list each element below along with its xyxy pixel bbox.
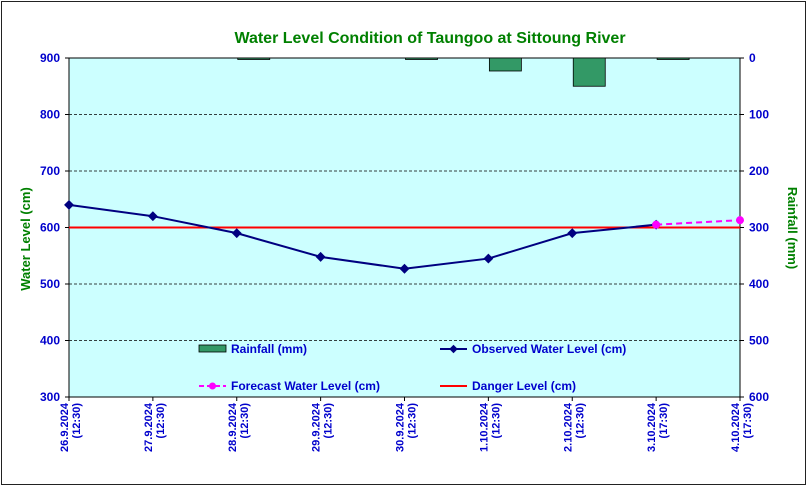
observed-point	[231, 228, 242, 239]
x-tick-date: 4.10.2024	[730, 402, 742, 452]
x-tick-date: 1.10.2024	[478, 402, 490, 452]
x-tick-date: 2.10.2024	[562, 402, 574, 452]
right-axis-ticks: 0 100 200 300 400 500 600	[740, 51, 769, 404]
legend-label: Danger Level (cm)	[472, 379, 576, 393]
legend-swatch-rainfall	[198, 344, 227, 353]
x-tick-time: (17:30)	[742, 403, 754, 439]
x-tick-date: 26.9.2024	[59, 402, 71, 452]
y2-tick-label: 0	[749, 51, 756, 65]
x-tick-date: 3.10.2024	[646, 402, 658, 452]
chart-title: Water Level Condition of Taungoo at Sitt…	[234, 30, 625, 47]
y2-tick-label: 400	[749, 277, 769, 291]
x-tick-time: (17:30)	[658, 403, 670, 439]
x-tick-time: (12:30)	[407, 403, 419, 439]
forecast-line	[656, 219, 741, 226]
y-tick-label: 400	[40, 334, 60, 348]
x-tick-date: 27.9.2024	[143, 402, 155, 452]
x-axis-ticks: 26.9.2024 (12:30) 27.9.2024 (12:30) 28.9.202…	[59, 397, 754, 452]
forecast-water-level-series	[652, 216, 744, 229]
x-tick-date: 30.9.2024	[395, 402, 407, 452]
observed-line	[68, 203, 657, 270]
legend-marker-forecast	[209, 382, 216, 390]
legend-label: Rainfall (mm)	[231, 342, 307, 356]
y2-tick-label: 200	[749, 164, 769, 178]
y2-tick-label: 500	[749, 334, 769, 348]
x-tick-time: (12:30)	[71, 403, 83, 439]
legend: Rainfall (mm) Observed Water Level (cm) Fo…	[198, 342, 626, 393]
observed-point	[147, 211, 158, 222]
y2-axis-title: Rainfall (mm)	[785, 187, 800, 269]
y2-tick-label: 100	[749, 108, 769, 122]
y2-tick-label: 300	[749, 221, 769, 235]
x-tick-time: (12:30)	[490, 403, 502, 439]
rainfall-bars	[237, 57, 690, 87]
y-tick-label: 900	[40, 51, 60, 65]
rainfall-bar	[488, 57, 522, 72]
y-tick-label: 800	[40, 108, 60, 122]
observed-point	[315, 251, 326, 262]
left-axis-ticks: 900 800 700 600 500 400 300	[40, 51, 69, 404]
y-tick-label: 700	[40, 164, 60, 178]
forecast-point	[736, 216, 744, 225]
y-tick-label: 600	[40, 221, 60, 235]
y-tick-label: 500	[40, 277, 60, 291]
x-tick-time: (12:30)	[323, 403, 335, 439]
rainfall-bar	[656, 57, 690, 60]
observed-point	[399, 263, 410, 274]
x-tick-date: 28.9.2024	[227, 402, 239, 452]
forecast-point	[652, 220, 661, 229]
y2-tick-label: 600	[749, 390, 769, 404]
x-tick-time: (12:30)	[239, 403, 251, 439]
legend-label: Observed Water Level (cm)	[472, 342, 626, 356]
rainfall-bar	[237, 57, 271, 60]
rainfall-bar	[572, 57, 606, 87]
observed-water-level-series	[64, 199, 662, 274]
observed-point	[64, 199, 74, 210]
legend-label: Forecast Water Level (cm)	[231, 379, 380, 393]
x-tick-time: (12:30)	[574, 403, 586, 439]
y-axis-title: Water Level (cm)	[18, 187, 33, 291]
legend-marker-observed	[449, 344, 458, 354]
rainfall-bar	[405, 57, 438, 60]
y-tick-label: 300	[40, 390, 60, 404]
x-tick-date: 29.9.2024	[311, 402, 323, 452]
observed-point	[567, 228, 578, 239]
observed-point	[483, 253, 494, 264]
x-tick-time: (12:30)	[155, 403, 167, 439]
